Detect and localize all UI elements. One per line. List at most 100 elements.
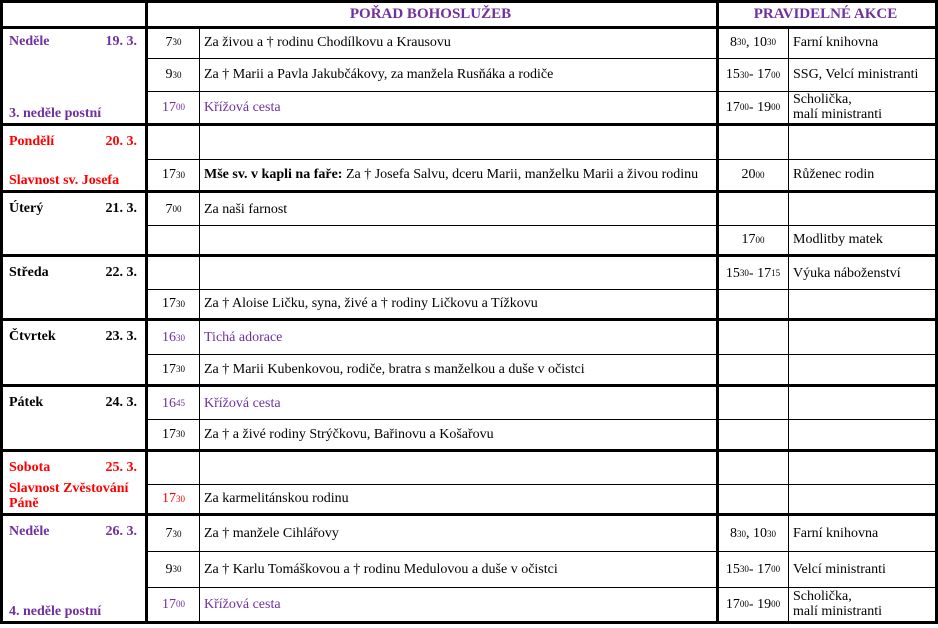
intention-text: Tichá adorace — [204, 330, 282, 345]
feast-name: 4. neděle postní — [9, 604, 102, 619]
feast-name: 3. neděle postní — [9, 106, 102, 121]
intention-text: Za naši farnost — [204, 202, 287, 217]
event-time-cell — [718, 387, 789, 420]
intention-cell — [200, 452, 719, 485]
intention-cell: Křížová cesta — [200, 387, 719, 420]
mass-time-cell — [148, 126, 200, 160]
event-name-cell — [789, 354, 938, 387]
intention-cell: Mše sv. v kapli na faře: Za † Josefa Sal… — [200, 159, 719, 193]
day-cell: Neděle 26. 3. 4. neděle postní — [0, 516, 148, 624]
day-name: Úterý — [9, 201, 44, 216]
event-name-cell: Farní knihovna — [789, 516, 938, 552]
event-name-cell: Růženec rodin — [789, 159, 938, 193]
mass-time-cell: 17 30 — [148, 289, 200, 321]
intention-text-content: Za † manžele Cihlářovy — [204, 526, 339, 541]
intention-text: Mše sv. v kapli na faře: Za † Josefa Sal… — [204, 167, 698, 182]
day-name: Čtvrtek — [9, 329, 56, 344]
mass-time-cell: 9 30 — [148, 58, 200, 92]
feast-name: Slavnost Zvěstování Páně — [9, 481, 129, 511]
day-date: 24. 3. — [105, 395, 138, 410]
time-hour: 17 — [162, 361, 176, 377]
intention-text: Křížová cesta — [204, 396, 281, 411]
day-cell: Středa 22. 3. — [0, 257, 148, 321]
event-time: , 10 — [746, 34, 767, 50]
day-cell: Pondělí 20. 3. Slavnost sv. Josefa — [0, 126, 148, 193]
event-time-cell — [718, 321, 789, 355]
event-name-cell — [789, 289, 938, 321]
event-time-cell: 17 00 — [718, 225, 789, 257]
time-hour: 9 — [165, 67, 173, 82]
intention-cell: Za naši farnost — [200, 193, 719, 226]
event-name: Farní knihovna — [793, 34, 879, 50]
mass-time-cell — [148, 225, 200, 257]
intention-cell: Za † a živé rodiny Strýčkovu, Bařinovu a… — [200, 419, 719, 452]
mass-time-cell: 17 30 — [148, 159, 200, 193]
event-time-cell: 8 30 , 10 30 — [718, 26, 789, 59]
event-time-cell: 8 30 , 10 30 — [718, 516, 789, 552]
day-cell: Neděle 19. 3. 3. neděle postní — [0, 26, 148, 126]
event-name-cell — [789, 321, 938, 355]
event-name: Scholička, malí ministranti — [793, 589, 883, 619]
event-name-cell — [789, 126, 938, 160]
event-time: - 17 — [748, 265, 772, 281]
feast-name: Slavnost sv. Josefa — [9, 173, 120, 188]
mass-time-cell: 17 30 — [148, 484, 200, 516]
day-name: Pátek — [9, 395, 44, 410]
time-hour: 7 — [165, 201, 173, 217]
intention-cell — [200, 126, 719, 160]
event-time: - 17 — [748, 67, 772, 82]
event-name-cell: Farní knihovna — [789, 26, 938, 59]
day-date: 23. 3. — [105, 329, 138, 344]
intention-text-content: Za živou a † rodinu Chodílkovu a Krausov… — [204, 34, 451, 50]
event-time-cell — [718, 484, 789, 516]
day-cell: Sobota 25. 3. Slavnost Zvěstování Páně — [0, 452, 148, 516]
day-date: 19. 3. — [105, 34, 138, 49]
mass-time-cell: 7 30 — [148, 26, 200, 59]
event-name-cell: Modlitby matek — [789, 225, 938, 257]
intention-text-content: Křížová cesta — [204, 395, 281, 411]
day-date: 20. 3. — [105, 134, 138, 149]
time-hour: 17 — [162, 167, 176, 182]
intention-cell: Za karmelitánskou rodinu — [200, 484, 719, 516]
event-name-cell: Velcí ministranti — [789, 551, 938, 588]
intention-text-content: Křížová cesta — [204, 99, 281, 115]
time-hour: 17 — [162, 491, 176, 506]
event-name-cell — [789, 452, 938, 485]
time-hour: 9 — [165, 561, 173, 577]
event-time: 15 — [725, 67, 740, 82]
intention-text: Křížová cesta — [204, 597, 281, 612]
event-name-cell — [789, 484, 938, 516]
intention-text: Křížová cesta — [204, 100, 281, 115]
intention-text-content: Za † Karlu Tomáškovou a † rodinu Medulov… — [204, 561, 558, 577]
intention-cell — [200, 225, 719, 257]
intention-cell: Za † Karlu Tomáškovou a † rodinu Medulov… — [200, 551, 719, 588]
time-hour: 7 — [165, 526, 173, 541]
time-hour: 17 — [162, 99, 176, 115]
mass-time-cell: 17 00 — [148, 91, 200, 126]
mass-time-cell: 17 00 — [148, 587, 200, 624]
event-name-cell — [789, 419, 938, 452]
event-time: 15 — [725, 265, 740, 281]
event-name: Velcí ministranti — [793, 561, 886, 577]
mass-time-cell: 16 30 — [148, 321, 200, 355]
event-time-cell — [718, 354, 789, 387]
event-time: , 10 — [746, 526, 767, 541]
day-cell: Úterý 21. 3. — [0, 193, 148, 257]
intention-text-content: Za † Josefa Salvu, dceru Marii, manželku… — [342, 167, 699, 182]
intention-text-content: Za † a živé rodiny Strýčkovu, Bařinovu a… — [204, 426, 494, 442]
intention-text-content: Křížová cesta — [204, 596, 281, 612]
event-time: 17 — [741, 232, 756, 247]
event-time-cell — [718, 193, 789, 226]
intention-text-content: Za † Marii a Pavla Jakubčákovy, za manže… — [204, 67, 554, 82]
intention-cell: Za † Marii Kubenkovou, rodiče, bratra s … — [200, 354, 719, 387]
event-time: 8 — [730, 526, 737, 541]
time-hour: 7 — [165, 34, 173, 50]
intention-text: Za † manžele Cihlářovy — [204, 526, 339, 541]
event-time-cell — [718, 419, 789, 452]
day-date: 22. 3. — [105, 265, 138, 280]
intention-cell: Tichá adorace — [200, 321, 719, 355]
intention-text: Za † Karlu Tomáškovou a † rodinu Medulov… — [204, 562, 558, 577]
event-time: - 17 — [748, 561, 772, 577]
event-time-cell: 17 00 - 19 00 — [718, 587, 789, 624]
day-date: 25. 3. — [105, 460, 138, 475]
